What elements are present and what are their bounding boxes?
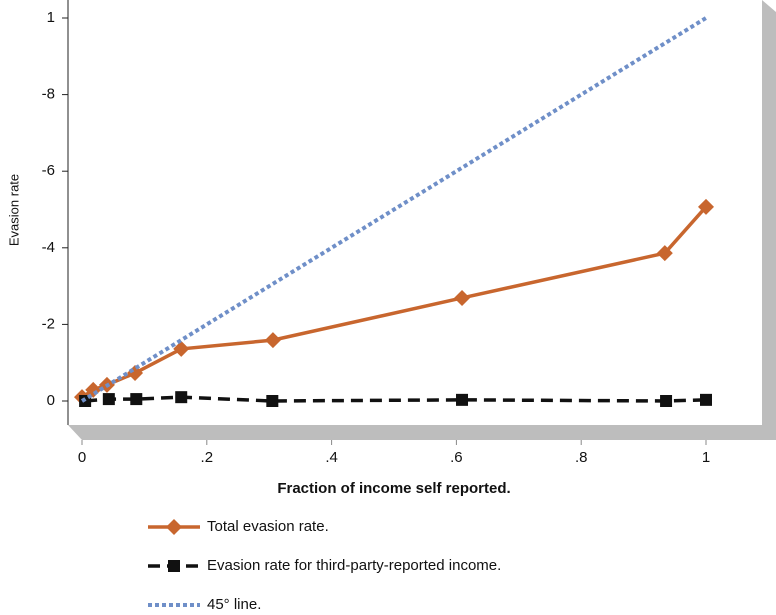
- x-tick-label: .6: [450, 449, 463, 466]
- y-tick-label: -6: [42, 162, 55, 179]
- y-tick-label: -8: [42, 86, 55, 103]
- data-point: [698, 198, 714, 215]
- data-point: [102, 393, 115, 406]
- data-point: [175, 391, 188, 404]
- x-tick-label: 0: [78, 449, 86, 466]
- data-point: [266, 395, 279, 407]
- data-point: [130, 393, 143, 406]
- data-point: [127, 365, 144, 382]
- data-point: [700, 393, 712, 406]
- legend-label: Total evasion rate.: [207, 518, 329, 535]
- legend-marker: [168, 560, 180, 572]
- x-tick-label: .4: [325, 449, 338, 466]
- data-point: [264, 332, 281, 349]
- y-axis-title: Evasion rate: [6, 174, 21, 246]
- x-axis-title: Fraction of income self reported.: [277, 480, 510, 497]
- data-point: [660, 395, 673, 407]
- data-point: [656, 245, 673, 262]
- legend-label: 45° line.: [207, 596, 261, 613]
- series-line: [80, 16, 708, 403]
- y-tick-label: 0: [47, 392, 55, 409]
- legend-marker: [166, 519, 182, 535]
- y-tick-label: 1: [47, 9, 55, 26]
- plot-area: [68, 0, 762, 425]
- x-tick-label: .2: [201, 449, 214, 466]
- data-point: [454, 289, 471, 306]
- y-tick-label: -4: [42, 239, 55, 256]
- legend-label: Evasion rate for third-party-reported in…: [207, 557, 501, 574]
- y-tick-label: -2: [42, 315, 55, 332]
- x-tick-label: .8: [575, 449, 588, 466]
- data-point: [456, 393, 469, 406]
- x-tick-label: 1: [702, 449, 710, 466]
- data-point: [173, 340, 190, 357]
